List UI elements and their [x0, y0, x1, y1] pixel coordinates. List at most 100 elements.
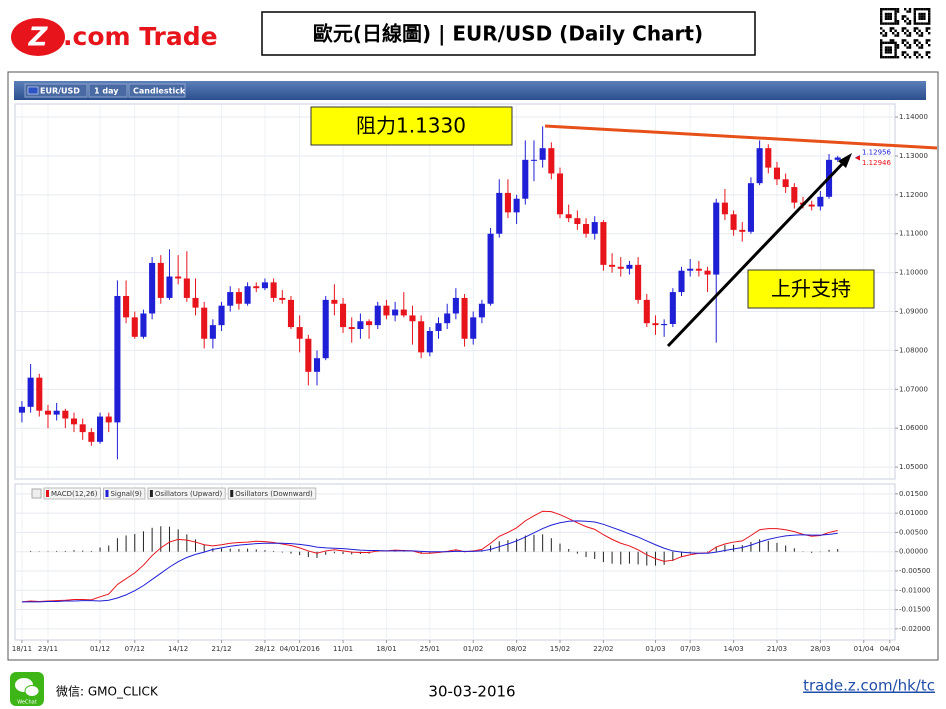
x-tick-label: 14/03	[723, 645, 743, 653]
candle-body	[539, 148, 546, 160]
qr-cell	[884, 17, 888, 20]
qr-cell	[884, 12, 888, 16]
qr-cell	[918, 8, 921, 11]
support-line	[666, 158, 848, 348]
qr-cell	[904, 32, 907, 35]
candle-body	[522, 159, 529, 199]
qr-cell	[889, 39, 892, 42]
y-tick-label: -0.01000	[899, 586, 930, 594]
candle-body	[530, 159, 538, 161]
candle-body	[374, 305, 381, 326]
candle-body	[157, 262, 164, 298]
candle-body	[331, 299, 338, 304]
candle-body	[687, 268, 694, 271]
legend-item	[43, 487, 101, 500]
qr-cell	[892, 41, 895, 44]
qr-cell	[882, 8, 885, 11]
qr-cell	[894, 46, 897, 49]
qr-cell	[920, 32, 924, 35]
qr-cell	[880, 27, 883, 30]
candle-body	[496, 192, 503, 234]
candle-body	[383, 305, 390, 316]
candle-body	[261, 282, 268, 289]
y-tick-label: -0.00500	[899, 567, 930, 575]
qr-cell	[884, 8, 888, 11]
y-tick-label: 1.12000	[899, 191, 928, 199]
qr-cell	[887, 51, 890, 54]
qr-cell	[894, 34, 897, 37]
qr-cell	[913, 12, 916, 16]
x-tick-label: 15/02	[550, 645, 570, 653]
qr-cell	[928, 56, 931, 59]
qr-cell	[916, 39, 919, 42]
candle-body	[548, 148, 555, 174]
toolbar-button[interactable]	[88, 83, 128, 98]
qr-cell	[904, 56, 907, 59]
qr-cell	[894, 22, 897, 25]
toolbar-button[interactable]	[128, 83, 186, 98]
qr-cell	[880, 20, 883, 23]
candle-body	[635, 264, 642, 300]
x-tick-label: 08/02	[507, 645, 527, 653]
annotation-box	[310, 106, 513, 146]
qr-cell	[906, 10, 909, 13]
macd-panel	[14, 483, 896, 641]
y-tick-label: 1.14000	[899, 113, 928, 121]
qr-cell	[920, 12, 924, 16]
qr-cell	[901, 17, 904, 20]
candle-body	[400, 309, 407, 316]
site-link[interactable]: trade.z.com/hk/tc	[803, 677, 935, 695]
qr-cell	[880, 8, 883, 11]
qr-cell	[901, 15, 904, 18]
qr-cell	[928, 17, 931, 20]
candle-body	[444, 313, 451, 324]
qr-cell	[913, 27, 916, 30]
candle-body	[730, 214, 737, 230]
qr-cell	[887, 15, 890, 18]
candle-body	[322, 299, 329, 359]
candle-body	[435, 323, 442, 331]
qr-cell	[908, 44, 912, 47]
qr-cell	[906, 46, 909, 49]
candle-body	[53, 410, 60, 415]
x-tick-label: 22/02	[593, 645, 613, 653]
qr-cell	[882, 41, 885, 44]
qr-cell	[889, 27, 892, 30]
qr-cell	[896, 32, 900, 35]
y-tick-label: -0.02000	[899, 625, 930, 633]
qr-cell	[880, 15, 883, 18]
qr-cell	[923, 22, 926, 25]
candle-body	[583, 224, 590, 234]
candle-body	[201, 307, 208, 339]
qr-cell	[906, 29, 909, 32]
qr-cell	[896, 46, 900, 49]
qr-cell	[913, 41, 916, 44]
candle-body	[114, 295, 121, 423]
legend-label: MACD(12,26)	[51, 490, 98, 498]
qr-cell	[918, 12, 921, 16]
candle-body	[62, 410, 69, 419]
qr-cell	[904, 39, 907, 42]
qr-cell	[916, 8, 919, 11]
qr-cell	[918, 34, 921, 37]
candle-body	[504, 192, 511, 213]
toolbar-button[interactable]	[24, 83, 88, 98]
candle-body	[18, 406, 25, 413]
qr-cell	[882, 29, 885, 32]
qr-cell	[896, 8, 900, 11]
annotation: 上升支持	[771, 277, 851, 301]
qr-cell	[882, 34, 885, 37]
legend-swatch	[46, 490, 49, 497]
flag-icon	[27, 86, 39, 95]
qr-cell	[928, 20, 931, 23]
qr-cell	[913, 51, 916, 54]
candle-body	[279, 297, 286, 300]
qr-cell	[896, 10, 900, 13]
qr-cell	[889, 48, 892, 52]
qr-cell	[901, 39, 904, 42]
qr-cell	[896, 44, 900, 47]
candle-body	[713, 202, 720, 275]
qr-cell	[916, 27, 919, 30]
toolbar-style: Candlestick	[133, 87, 186, 96]
qr-cell	[908, 8, 912, 11]
